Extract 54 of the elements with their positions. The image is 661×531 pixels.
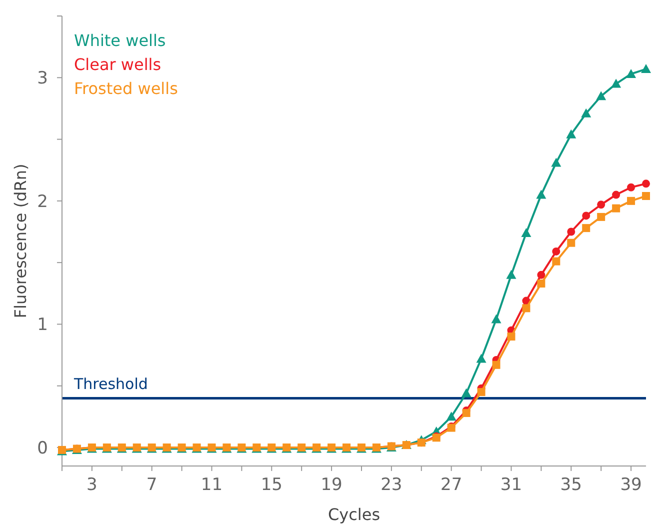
point (582, 224, 590, 232)
point (552, 247, 560, 256)
x-tick-label: 27 (440, 475, 462, 495)
point (627, 183, 636, 192)
x-tick-label: 19 (320, 475, 342, 495)
point (567, 228, 576, 236)
x-tick-label: 23 (380, 475, 402, 495)
point (521, 228, 532, 237)
point (522, 304, 530, 312)
point (477, 388, 486, 396)
x-tick-label: 39 (620, 475, 642, 495)
y-tick-label: 1 (37, 315, 48, 336)
point (461, 388, 472, 398)
point (641, 64, 651, 74)
point (596, 91, 606, 100)
y-tick-label: 3 (37, 68, 48, 89)
point (446, 412, 456, 421)
point (551, 158, 562, 167)
y-tick-label: 0 (37, 438, 48, 458)
point (567, 238, 576, 247)
point (597, 212, 606, 221)
point (642, 192, 650, 200)
ref-line-label: Threshold (73, 375, 148, 394)
point (642, 180, 650, 188)
x-tick-label: 7 (146, 475, 158, 495)
y-axis-title: Fluorescence (dRn) (11, 164, 30, 318)
point (492, 360, 500, 369)
point (537, 270, 546, 279)
point (612, 204, 620, 212)
text: White wells (74, 31, 166, 50)
point (597, 200, 606, 209)
point (627, 196, 636, 205)
point (611, 78, 622, 88)
x-tick-label: 3 (86, 475, 98, 495)
x-tick-label: 11 (200, 475, 223, 495)
point (612, 190, 620, 199)
point (552, 257, 560, 266)
point (536, 190, 546, 199)
point (507, 332, 516, 341)
point (476, 354, 486, 363)
point (581, 108, 592, 118)
point (582, 212, 590, 220)
y-tick-label: 2 (37, 192, 48, 212)
x-tick-label: 31 (500, 475, 522, 495)
point (626, 68, 636, 78)
point (506, 270, 516, 279)
point (491, 314, 502, 324)
text: Frosted wells (74, 79, 178, 98)
point (566, 129, 576, 138)
x-tick-label: 15 (260, 475, 282, 495)
x-tick-label: 35 (560, 475, 582, 495)
text: Clear wells (74, 55, 162, 74)
point (537, 280, 546, 288)
x-axis-title: Cycles (328, 505, 380, 524)
